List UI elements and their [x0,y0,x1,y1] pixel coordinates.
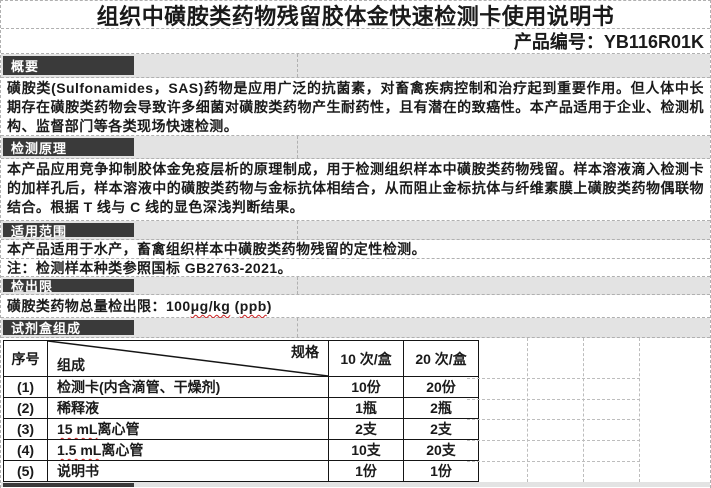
row-name-wavy: 1.5 mL [57,442,102,458]
table-row: (2) 稀释液 1瓶 2瓶 [3,397,479,419]
row-name-wavy: 15 mL [57,421,98,437]
row-qty10: 1瓶 [328,397,404,419]
section-heading-bar: 概要 [3,56,134,75]
grid-divider [297,136,298,158]
summary-body: 磺胺类(Sulfonamides，SAS)药物是应用广泛的抗菌素，对畜禽疾病控制… [1,78,710,136]
row-name-text: 检测卡(内含滴管、干燥剂) [57,379,221,395]
row-name: 说明书 [47,460,329,482]
grid-divider [527,338,528,482]
section-heading-bar [3,483,134,487]
section-heading-bar: 适用范围 [3,223,134,239]
row-qty20: 20支 [403,439,479,461]
grid-divider [297,54,298,77]
grid-divider [467,419,640,420]
grid-divider [297,221,298,239]
table-row: (5) 说明书 1份 1份 [3,460,479,482]
table-row: (3) 15 mL离心管 2支 2支 [3,418,479,440]
unit-text: μg/kg [190,298,231,314]
kit-composition-area: 序号 规格 组成 10 次/盒 20 次/盒 (1) 检测卡(内含滴管、干燥剂)… [1,338,710,482]
row-no: (3) [3,418,48,440]
section-heading-bar: 检测原理 [3,138,134,156]
section-heading-bar: 试剂盒组成 [3,320,134,336]
product-code: 产品编号：YB116R01K [1,29,710,54]
grid-divider [467,399,640,400]
header-qty20: 20 次/盒 [403,340,479,377]
row-name-text: 离心管 [101,442,144,458]
row-name-text: 离心管 [97,421,140,437]
row-name: 稀释液 [47,397,329,419]
section-header-principle: 检测原理 [1,136,710,159]
section-header-kit: 试剂盒组成 [1,318,710,338]
row-qty10: 1份 [328,460,404,482]
page-title: 组织中磺胺类药物残留胶体金快速检测卡使用说明书 [1,1,710,29]
header-corner-cell: 规格 组成 [47,340,329,377]
row-name: 检测卡(内含滴管、干燥剂) [47,376,329,398]
diagonal-line [48,341,328,376]
principle-body: 本产品应用竞争抑制胶体金免疫层析的原理制成，用于检测组织样本中磺胺类药物残留。样… [1,159,710,221]
header-composition: 组成 [57,357,85,373]
kit-composition-table: 序号 规格 组成 10 次/盒 20 次/盒 (1) 检测卡(内含滴管、干燥剂)… [3,340,479,482]
grid-divider [467,461,640,462]
ppb-text: ppb [239,298,267,314]
grid-divider [583,338,584,482]
grid-divider [639,338,640,482]
row-name: 15 mL离心管 [47,418,329,440]
clipped-next-section-header [1,482,710,487]
row-no: (4) [3,439,48,461]
row-qty20: 2瓶 [403,397,479,419]
grid-divider [467,378,640,379]
header-qty10: 10 次/盒 [328,340,404,377]
detection-limit-text: 磺胺类药物总量检出限：100 [7,298,191,314]
table-row: (4) 1.5 mL离心管 10支 20支 [3,439,479,461]
paren-close: ) [266,298,272,314]
row-no: (5) [3,460,48,482]
detection-limit-line: 磺胺类药物总量检出限：100 μg/kg (ppb) [1,295,710,318]
grid-divider [297,277,298,294]
row-name-text: 说明书 [57,463,99,479]
row-qty10: 10支 [328,439,404,461]
row-qty10: 10份 [328,376,404,398]
section-heading-bar: 检出限 [3,279,134,294]
table-row: (1) 检测卡(内含滴管、干燥剂) 10份 20份 [3,376,479,398]
header-spec: 规格 [291,344,319,360]
row-no: (2) [3,397,48,419]
row-qty20: 1份 [403,460,479,482]
row-qty10: 2支 [328,418,404,440]
row-qty20: 20份 [403,376,479,398]
grid-divider [467,440,640,441]
row-name: 1.5 mL离心管 [47,439,329,461]
grid-divider [297,318,298,337]
scope-note: 注：检测样本种类参照国标 GB2763-2021。 [1,259,710,277]
scope-body: 本产品适用于水产，畜禽组织样本中磺胺类药物残留的定性检测。 [1,240,710,259]
table-header-row: 序号 规格 组成 10 次/盒 20 次/盒 [3,340,479,377]
row-name-text: 稀释液 [57,400,99,416]
row-no: (1) [3,376,48,398]
section-header-scope: 适用范围 [1,221,710,240]
section-header-summary: 概要 [1,54,710,78]
header-no: 序号 [3,340,48,377]
section-header-detection-limit: 检出限 [1,277,710,295]
paren-open: ( [230,298,240,314]
row-qty20: 2支 [403,418,479,440]
